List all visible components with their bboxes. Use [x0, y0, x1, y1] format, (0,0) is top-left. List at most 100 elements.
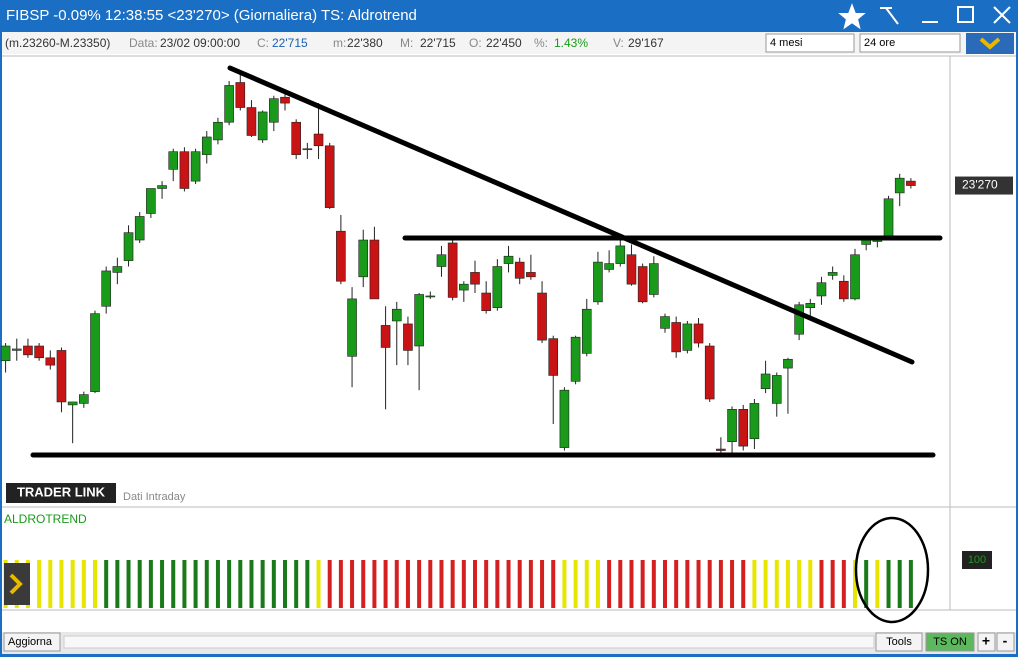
- indicator-bar: [461, 560, 466, 608]
- star-button[interactable]: [838, 3, 866, 30]
- content: [2, 32, 1016, 654]
- candle-body: [257, 111, 268, 141]
- indicator-bar: [338, 560, 343, 608]
- candle-body: [503, 255, 514, 264]
- candle-body: [827, 272, 838, 276]
- refresh-button[interactable]: [3, 632, 61, 652]
- indicator-bar: [774, 560, 779, 608]
- candle-body: [313, 133, 324, 147]
- last-price-label: 23'270: [962, 178, 998, 192]
- logo: TRADER LINK: [17, 484, 106, 499]
- candle-body: [34, 345, 44, 359]
- indicator-bar: [573, 560, 578, 608]
- indicator-bar: [830, 560, 835, 608]
- indicator-bar: [785, 560, 790, 608]
- candle-body: [0, 345, 11, 362]
- indicator-bar: [640, 560, 645, 608]
- indicator-bar: [584, 560, 589, 608]
- indicator-bar: [193, 560, 198, 608]
- candle-body: [637, 266, 648, 303]
- indicator-bar: [528, 560, 533, 608]
- indicator-bar: [864, 560, 869, 608]
- indicator-bar: [405, 560, 410, 608]
- info-value: 22'715: [420, 36, 456, 50]
- ts-label: TS ON: [933, 636, 967, 648]
- pin-button[interactable]: [880, 7, 899, 25]
- candle-body: [90, 313, 100, 392]
- highlight-ellipse: [854, 516, 930, 624]
- zoom-in-button[interactable]: [977, 632, 996, 652]
- indicator-bar: [81, 560, 86, 608]
- indicator-bar: [283, 560, 287, 608]
- candle-body: [246, 107, 257, 136]
- indicator-bar: [819, 560, 824, 608]
- indicator-bar: [160, 560, 165, 608]
- interval-select[interactable]: [859, 33, 961, 53]
- candle-body: [481, 292, 491, 311]
- info-value: 29'167: [628, 36, 664, 50]
- indicator-bar: [718, 560, 723, 608]
- indicator-bar: [428, 560, 433, 608]
- candle-body: [570, 336, 581, 382]
- candle-body: [537, 292, 547, 341]
- candle-body: [146, 188, 156, 214]
- window-controls[interactable]: [838, 3, 1011, 30]
- candle-body: [839, 280, 849, 300]
- indicator-bar: [148, 560, 153, 608]
- refresh-label: Aggiorna: [8, 636, 53, 648]
- ts-button[interactable]: [925, 632, 975, 652]
- candle-body: [760, 373, 771, 390]
- indicator-bar: [841, 560, 846, 608]
- indicator-bar: [439, 560, 444, 608]
- candle-body: [201, 136, 212, 155]
- indicator-bar: [908, 560, 913, 608]
- candle-body: [79, 394, 89, 404]
- tools-button[interactable]: [875, 632, 923, 652]
- indicator-bar: [171, 560, 176, 608]
- info-key: Data:: [129, 36, 158, 50]
- candle-body: [391, 308, 402, 322]
- indicator-bar: [886, 560, 891, 608]
- candle-body: [280, 96, 290, 104]
- candle-body: [123, 232, 134, 261]
- candle-body: [548, 338, 559, 376]
- candle-body: [235, 82, 246, 108]
- candle-body: [369, 239, 380, 300]
- candle-body: [716, 448, 726, 451]
- collapse-button[interactable]: [966, 33, 1014, 54]
- period-select[interactable]: [765, 33, 855, 53]
- info-key: V:: [613, 36, 624, 50]
- candle-body: [157, 185, 167, 189]
- candle-body: [179, 151, 190, 189]
- info-value: 22'380: [347, 36, 383, 50]
- logo-box: [6, 483, 116, 503]
- indicator-bar: [383, 560, 388, 608]
- indicator-bar: [204, 560, 209, 608]
- side-tab[interactable]: [4, 563, 30, 605]
- indicator-bar: [37, 560, 42, 608]
- zoom-out-button[interactable]: [996, 632, 1015, 652]
- indicator-bar: [506, 560, 511, 608]
- maximize-button[interactable]: [957, 6, 974, 23]
- candle-body: [425, 295, 436, 298]
- indicator-bar: [495, 560, 500, 608]
- info-key: m:: [333, 36, 346, 50]
- candle-body: [190, 151, 201, 182]
- candle-body: [783, 358, 793, 369]
- indicator-bar: [238, 560, 243, 608]
- window-title: FIBSP -0.09% 12:38:55 <23'270> (Giornali…: [6, 7, 417, 24]
- indicator-bar: [763, 560, 768, 608]
- indicator-bar: [260, 560, 265, 608]
- candle-body: [626, 254, 637, 285]
- scrollbar[interactable]: [63, 635, 875, 649]
- indicator-bar: [70, 560, 75, 608]
- candle-body: [593, 261, 603, 303]
- candle-body: [727, 409, 737, 442]
- zoom-out-label: -: [1003, 633, 1008, 649]
- candle-body: [302, 148, 313, 151]
- info-value: 22'450: [486, 36, 522, 50]
- indicator-bar: [271, 560, 276, 608]
- indicator-bar: [227, 560, 232, 608]
- close-button[interactable]: [993, 6, 1011, 24]
